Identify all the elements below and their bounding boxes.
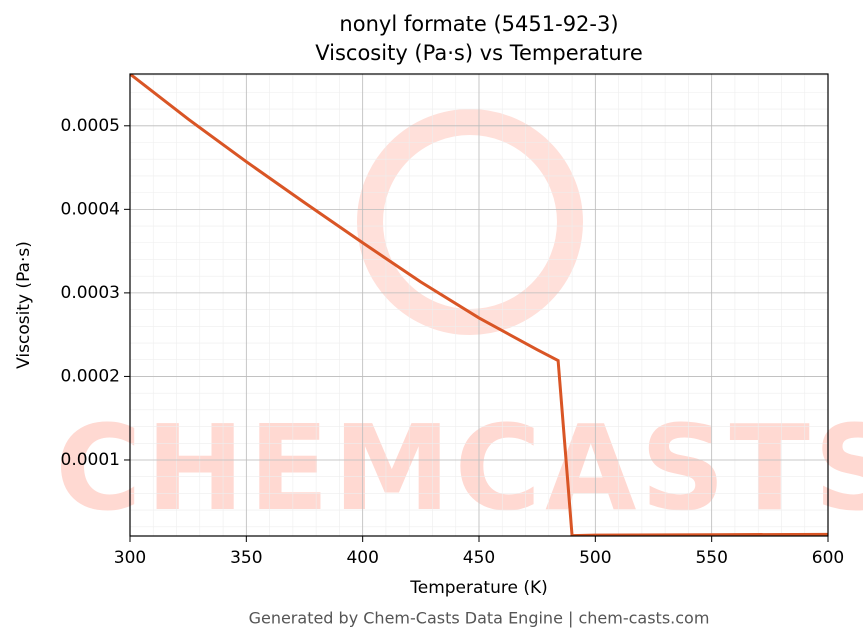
chart-subtitle: Viscosity (Pa·s) vs Temperature (315, 41, 643, 65)
x-tick-label: 600 (812, 548, 844, 568)
watermark: CHEMCASTS (55, 399, 863, 537)
x-tick-label: 400 (346, 548, 378, 568)
x-tick-label: 500 (579, 548, 611, 568)
x-tick-label: 350 (230, 548, 262, 568)
plot-frame (129, 73, 829, 537)
y-tick-label: 0.0005 (61, 116, 120, 136)
watermark-logo (357, 109, 583, 335)
y-tick-label: 0.0002 (61, 366, 120, 386)
footer: Generated by Chem-Casts Data Engine | ch… (249, 609, 710, 628)
x-axis-label: Temperature (K) (409, 578, 548, 598)
data-line (130, 74, 828, 536)
x-tick-label: 550 (695, 548, 727, 568)
chart-title: nonyl formate (5451-92-3) (339, 12, 618, 36)
x-tick-label: 300 (114, 548, 146, 568)
y-tick-label: 0.0003 (61, 283, 120, 303)
y-axis-label: Viscosity (Pa·s) (14, 241, 34, 369)
x-tick-label: 450 (463, 548, 495, 568)
y-tick-label: 0.0004 (61, 199, 120, 219)
y-tick-label: 0.0001 (61, 450, 120, 470)
